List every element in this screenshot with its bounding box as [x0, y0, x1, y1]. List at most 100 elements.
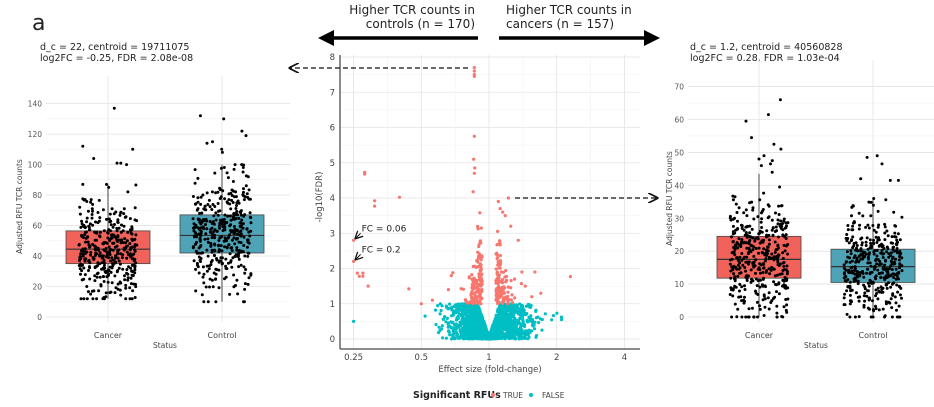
data-point	[249, 273, 253, 277]
data-point	[470, 300, 474, 304]
data-point	[737, 295, 741, 299]
data-point	[894, 267, 898, 271]
data-point	[91, 202, 95, 206]
data-point	[782, 217, 786, 221]
data-point	[474, 278, 478, 282]
outlier-point	[880, 162, 884, 166]
data-point	[192, 226, 195, 230]
data-point	[869, 264, 873, 268]
data-point	[101, 208, 105, 212]
data-point	[482, 320, 486, 324]
data-point	[742, 240, 746, 244]
data-point	[87, 269, 90, 272]
data-point	[874, 259, 878, 262]
data-point	[776, 218, 780, 222]
data-point	[782, 279, 786, 283]
data-point	[242, 235, 246, 239]
y-tick-label: 6	[330, 124, 335, 134]
data-point	[746, 262, 750, 266]
direction-header: Higher TCR counts in controls (n = 170) …	[318, 3, 660, 46]
data-point	[776, 243, 780, 247]
data-point	[735, 241, 739, 245]
data-point	[79, 225, 83, 229]
data-point	[456, 302, 460, 306]
data-point	[498, 303, 502, 307]
data-point	[119, 210, 123, 214]
data-point	[225, 239, 228, 243]
data-point	[731, 224, 735, 228]
data-point	[79, 252, 83, 256]
data-point	[895, 242, 899, 246]
data-point	[224, 264, 228, 268]
data-point	[116, 218, 120, 222]
data-point	[361, 274, 365, 278]
data-point	[854, 259, 858, 263]
data-point	[845, 312, 849, 316]
data-point	[847, 241, 851, 245]
data-point	[476, 264, 480, 269]
y-tick-label: 1	[330, 300, 335, 310]
data-point	[521, 336, 525, 340]
data-point	[779, 225, 783, 229]
data-point	[129, 276, 133, 280]
y-tick-label: 120	[28, 130, 43, 139]
data-point	[755, 284, 759, 288]
data-point	[94, 220, 97, 224]
data-point	[886, 234, 890, 238]
data-point	[105, 275, 109, 279]
data-point	[114, 286, 118, 290]
data-point	[866, 261, 870, 265]
legend-true-marker	[491, 393, 495, 397]
data-point	[489, 331, 493, 335]
data-point	[110, 256, 114, 260]
data-point	[239, 213, 243, 217]
data-point	[217, 260, 221, 264]
data-point	[748, 239, 751, 243]
data-point	[448, 302, 452, 306]
data-point	[133, 218, 137, 222]
data-point	[237, 265, 241, 269]
x-tick-label: 2	[554, 353, 559, 363]
data-point	[504, 308, 508, 313]
data-point	[128, 242, 132, 246]
data-point	[206, 240, 210, 244]
data-point	[883, 231, 887, 235]
data-point	[878, 262, 882, 266]
data-point	[499, 293, 503, 297]
data-point	[763, 297, 767, 301]
data-point	[242, 198, 246, 202]
data-point	[459, 314, 464, 318]
outlier-point	[205, 141, 209, 145]
data-point	[239, 211, 243, 215]
data-point	[98, 254, 102, 258]
data-point	[220, 222, 224, 226]
data-point	[198, 239, 202, 243]
data-point	[122, 248, 126, 252]
right-direction-arrow	[499, 30, 660, 46]
data-point	[115, 226, 119, 230]
data-point	[766, 203, 770, 207]
data-point	[778, 272, 782, 276]
data-point	[109, 270, 113, 274]
data-point	[476, 250, 480, 254]
outlier-point	[772, 142, 776, 146]
data-point	[534, 335, 538, 339]
data-point	[854, 291, 858, 295]
data-point	[196, 263, 199, 267]
data-point	[865, 236, 869, 240]
data-point	[510, 335, 514, 339]
data-point	[107, 185, 111, 189]
data-point	[863, 285, 867, 289]
data-point	[509, 304, 514, 308]
data-point	[221, 229, 225, 233]
data-point	[842, 266, 846, 270]
data-point	[733, 279, 737, 283]
data-point	[875, 241, 879, 244]
data-point	[874, 307, 878, 311]
data-point	[471, 311, 475, 315]
data-point	[893, 235, 897, 239]
data-point	[199, 202, 203, 206]
data-point	[455, 316, 459, 320]
data-point	[202, 272, 206, 276]
